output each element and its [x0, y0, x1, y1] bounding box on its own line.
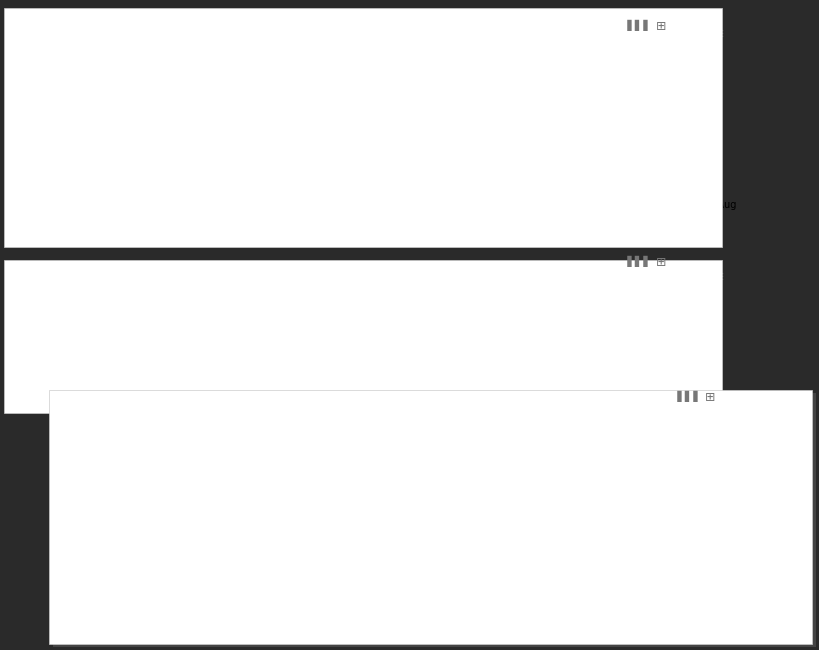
Text: Machine Learning 30 Day kW Peak Demand Prediction: Machine Learning 30 Day kW Peak Demand P…: [57, 263, 397, 276]
Text: Source:Energy in Interval: kWh Q1=4: Source:Energy in Interval: kWh Q1=4: [342, 414, 510, 423]
Bar: [301, 528, 314, 598]
Text: ≡: ≡: [711, 270, 723, 285]
Bar: [495, 518, 509, 598]
Text: Machine Learning 30 Day Future kWh Usage Prediction: Machine Learning 30 Day Future kWh Usage…: [57, 19, 401, 32]
Text: ⊞: ⊞: [655, 256, 666, 269]
Bar: [516, 523, 530, 598]
Bar: [387, 517, 400, 598]
Text: ≡: ≡: [743, 415, 756, 430]
Bar: [343, 495, 357, 598]
Bar: [430, 498, 444, 598]
Legend: IP37, T(avg), T(min), T(max), predict IP37: IP37, T(avg), T(min), T(max), predict IP…: [279, 626, 572, 642]
Bar: [192, 567, 206, 598]
Bar: [106, 495, 120, 598]
Text: ⊞: ⊞: [704, 391, 715, 404]
Bar: [602, 491, 616, 598]
Bar: [278, 525, 292, 598]
Y-axis label: kWh: kWh: [15, 105, 25, 126]
Bar: [451, 502, 465, 598]
Bar: [581, 494, 595, 598]
Text: Ambient Temp to kWh Usage Comparison: Ambient Temp to kWh Usage Comparison: [102, 406, 362, 419]
Text: ▐▐▐: ▐▐▐: [622, 256, 648, 267]
Text: ≡: ≡: [711, 26, 723, 41]
Text: ⊞: ⊞: [655, 20, 666, 32]
Bar: [128, 494, 142, 598]
Y-axis label: kWh: kWh: [62, 506, 72, 528]
Bar: [171, 571, 185, 598]
Bar: [559, 499, 573, 598]
Bar: [236, 528, 250, 598]
Bar: [365, 512, 379, 598]
Bar: [710, 483, 724, 598]
Bar: [214, 544, 228, 598]
Bar: [689, 478, 703, 598]
Bar: [667, 474, 681, 598]
Bar: [624, 486, 638, 598]
Text: ▐▐▐: ▐▐▐: [672, 391, 697, 402]
Bar: [537, 503, 551, 598]
Bar: [645, 479, 659, 598]
Y-axis label: temperature: temperature: [781, 488, 790, 545]
Legend: 1700ShamesDr, prediction, 5%, 95%: 1700ShamesDr, prediction, 5%, 95%: [160, 232, 482, 250]
Bar: [322, 497, 336, 598]
Text: ▐▐▐: ▐▐▐: [622, 20, 648, 31]
Bar: [408, 504, 422, 598]
Text: 09-2020: 09-2020: [75, 399, 118, 410]
Bar: [257, 522, 271, 598]
Bar: [473, 507, 486, 598]
Bar: [149, 497, 163, 598]
Bar: [731, 488, 745, 598]
Y-axis label: kW: kW: [21, 322, 31, 337]
